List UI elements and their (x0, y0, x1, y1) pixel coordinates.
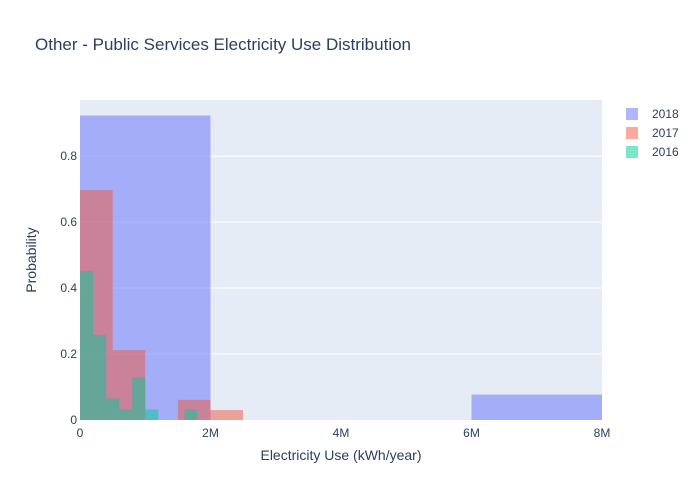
y-axis-title: Probability (23, 227, 39, 292)
y-axis-ticks: 0 0.2 0.4 0.6 0.8 (60, 149, 77, 427)
histogram-bar-2016 (93, 334, 107, 420)
histogram-bar-2017 (210, 410, 244, 420)
y-tick-label: 0.8 (60, 149, 77, 163)
x-tick-label: 6M (463, 426, 480, 440)
legend-label-2018[interactable]: 2018 (652, 107, 679, 121)
histogram-bar-2016 (145, 409, 159, 420)
legend: 2018 2017 2016 (626, 107, 679, 159)
x-tick-label: 2M (202, 426, 219, 440)
histogram-bar-2018 (471, 394, 602, 420)
legend-swatch-2018[interactable] (626, 108, 638, 120)
histogram-bar-2016 (119, 409, 133, 420)
legend-swatch-2016[interactable] (626, 146, 638, 158)
x-axis-title: Electricity Use (kWh/year) (260, 447, 421, 463)
x-axis-ticks: 0 2M 4M 6M 8M (77, 426, 611, 440)
legend-swatch-2017[interactable] (626, 127, 638, 139)
legend-label-2016[interactable]: 2016 (652, 145, 679, 159)
x-tick-label: 8M (594, 426, 611, 440)
histogram-bar-2016 (80, 270, 94, 420)
x-tick-label: 0 (77, 426, 84, 440)
histogram-bars (80, 115, 602, 420)
chart-title: Other - Public Services Electricity Use … (35, 35, 411, 54)
histogram-bar-2016 (132, 377, 146, 420)
histogram-bar-2016 (184, 409, 198, 420)
histogram-bar-2016 (106, 398, 120, 420)
legend-label-2017[interactable]: 2017 (652, 126, 679, 140)
y-tick-label: 0.2 (60, 347, 77, 361)
y-tick-label: 0.4 (60, 281, 77, 295)
y-tick-label: 0 (70, 413, 77, 427)
x-tick-label: 4M (333, 426, 350, 440)
y-tick-label: 0.6 (60, 215, 77, 229)
